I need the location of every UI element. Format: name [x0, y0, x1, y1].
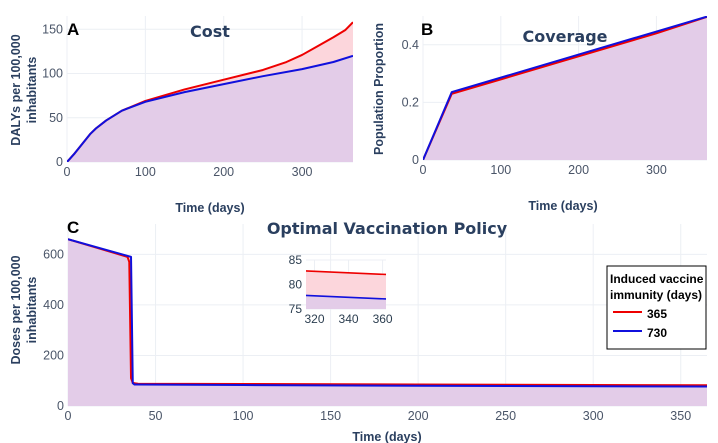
y-tick-label: 150	[42, 22, 63, 36]
x-tick-label: 100	[135, 165, 156, 179]
x-tick-label: 100	[490, 163, 511, 177]
x-tick-label: 350	[670, 409, 691, 423]
x-tick-label: 250	[495, 409, 516, 423]
legend-box	[606, 265, 707, 350]
x-tick-label: 300	[583, 409, 604, 423]
difference-area	[306, 270, 386, 299]
panel-a-letter: A	[67, 20, 79, 39]
x-tick-label: 200	[568, 163, 589, 177]
legend-label-365: 365	[647, 307, 667, 321]
common-area	[68, 239, 707, 406]
y-tick-label: 0.4	[402, 38, 419, 52]
x-tick-label: 200	[408, 409, 429, 423]
x-tick-label: 340	[339, 312, 359, 326]
panel-b-y-axis-title: Population Proportion	[372, 23, 386, 155]
y-tick-label: 600	[43, 247, 64, 261]
x-tick-label: 300	[646, 163, 667, 177]
common-area	[67, 55, 353, 162]
y-tick-label: 50	[49, 111, 63, 125]
panel-a-x-axis-title: Time (days)	[175, 201, 244, 215]
x-tick-label: 320	[304, 312, 324, 326]
x-tick-label: 0	[65, 409, 72, 423]
common-area	[423, 16, 707, 160]
x-tick-label: 100	[233, 409, 254, 423]
panel-a-y-axis-title-line1: DALYs per 100,000	[9, 34, 23, 145]
legend-title-line1: Induced vaccine	[610, 272, 704, 286]
x-tick-label: 360	[373, 312, 393, 326]
panel-c-y-axis-title-line2: inhabitants	[25, 277, 39, 344]
panel-b-title: Coverage	[522, 27, 607, 46]
y-tick-label: 85	[289, 253, 303, 267]
series-line-365	[68, 238, 707, 387]
x-tick-label: 150	[320, 409, 341, 423]
legend: Induced vaccine immunity (days) 365 730	[606, 265, 707, 350]
series-line-730	[423, 16, 707, 160]
panel-c-inset-zoom: 320 340 360 75 80 85	[289, 253, 393, 326]
panel-b-coverage-chart: 0 100 200 300 0 0.2 0.4	[402, 16, 707, 177]
panel-a-cost-chart: 0 100 200 300 0 50 100 150	[42, 16, 353, 179]
panel-c-vaccination-policy-chart: 0 50 100 150 200 250 300 350 0 200 400 600	[43, 224, 707, 423]
legend-title-line2: immunity (days)	[610, 288, 702, 302]
panel-b-x-axis-title: Time (days)	[528, 199, 597, 213]
y-tick-label: 0	[412, 153, 419, 167]
y-tick-label: 0	[56, 155, 63, 169]
y-tick-label: 0.2	[402, 95, 419, 109]
panel-a-title: Cost	[190, 22, 230, 41]
x-tick-label: 200	[213, 165, 234, 179]
legend-label-730: 730	[647, 326, 667, 340]
panel-c-title: Optimal Vaccination Policy	[267, 219, 508, 238]
y-tick-label: 100	[42, 67, 63, 81]
y-tick-label: 400	[43, 298, 64, 312]
y-tick-label: 75	[289, 302, 303, 316]
panel-a-y-axis-title-line2: inhabitants	[25, 57, 39, 124]
panel-c-letter: C	[67, 218, 79, 237]
x-tick-label: 0	[420, 163, 427, 177]
x-tick-label: 0	[64, 165, 71, 179]
panel-b-letter: B	[421, 20, 433, 39]
x-tick-label: 300	[292, 165, 313, 179]
series-line-730	[67, 54, 353, 162]
y-tick-label: 80	[289, 278, 303, 292]
panel-c-x-axis-title: Time (days)	[352, 430, 421, 443]
y-tick-label: 0	[57, 399, 64, 413]
x-tick-label: 50	[149, 409, 163, 423]
y-tick-label: 200	[43, 348, 64, 362]
panel-c-y-axis-title-line1: Doses per 100,000	[9, 255, 23, 364]
series-line-730	[68, 238, 707, 388]
